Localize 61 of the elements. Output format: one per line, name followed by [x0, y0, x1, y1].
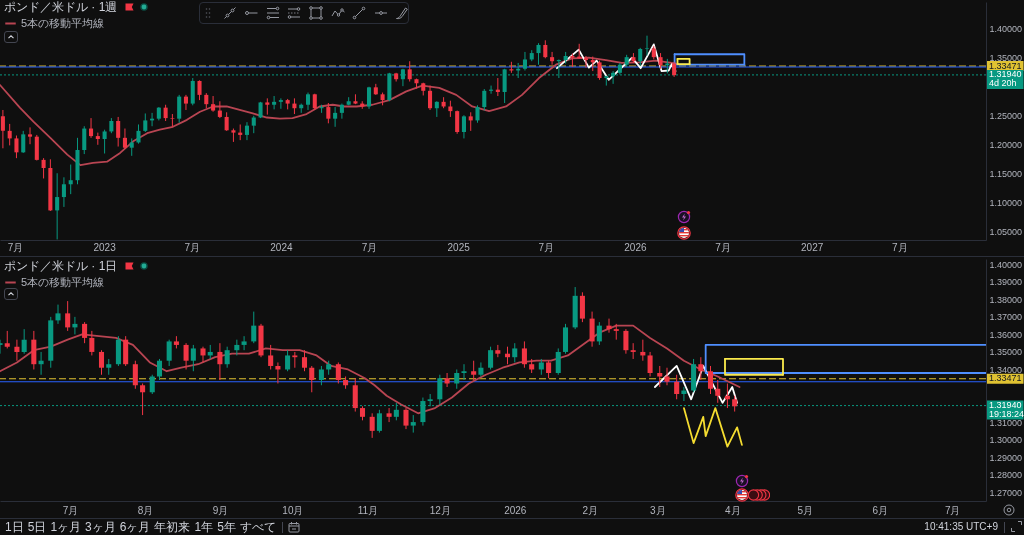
chart-title: ポンド／米ドル · 1週 — [4, 0, 118, 14]
y-tick-label: 1.15000 — [989, 168, 1023, 179]
x-tick-label: 7月 — [538, 241, 555, 253]
x-tick-label: 2月 — [582, 504, 598, 516]
x-tick-label: 2025 — [447, 241, 471, 253]
y-tick-label: 1.37000 — [989, 312, 1023, 323]
y-tick-label: 1.35000 — [989, 347, 1023, 358]
y-tick-label: 1.31000 — [989, 417, 1023, 428]
legend-label: 5本の移動平均線 — [21, 275, 105, 288]
y-tick-label: 1.30000 — [989, 435, 1023, 446]
text: 6ヶ月 — [119, 519, 151, 535]
x-tick-label: 7月 — [62, 504, 79, 516]
y-tick-label: 1.39000 — [989, 277, 1023, 288]
x-tick-label: 2026 — [624, 241, 647, 253]
x-tick-label: 7月 — [715, 241, 731, 253]
text: 5日 — [27, 519, 47, 535]
x-tick-label: 9月 — [212, 504, 229, 516]
x-tick-label: 2023 — [93, 241, 117, 253]
y-tick-label: 1.40000 — [989, 259, 1023, 270]
text: 1日 — [5, 519, 24, 535]
x-tick-label: 4月 — [724, 504, 741, 516]
y-tick-label: 1.34000 — [989, 364, 1023, 375]
x-tick-label: 7月 — [361, 241, 378, 253]
x-tick-label: 7月 — [7, 241, 24, 253]
text: 10:41:35 UTC+9 — [924, 521, 998, 532]
ref-line-label: 1.33471 — [989, 373, 1022, 384]
y-tick-label: 1.29000 — [989, 452, 1023, 463]
x-tick-label: 5月 — [797, 504, 814, 516]
x-tick-label: 8月 — [137, 504, 154, 516]
x-tick-label: 7月 — [892, 241, 908, 253]
ref-line-label: 1.31940 19:18:24 — [989, 400, 1024, 420]
ref-line-label: 1.31940 4d 20h — [989, 69, 1022, 89]
y-tick-label: 1.05000 — [989, 226, 1023, 237]
y-tick-label: 1.35000 — [989, 52, 1023, 63]
x-tick-label: 3月 — [650, 504, 666, 516]
x-tick-label: 2024 — [270, 241, 293, 253]
y-tick-label: 1.36000 — [989, 329, 1023, 340]
x-tick-label: 6月 — [872, 504, 888, 516]
x-tick-label: 7月 — [184, 241, 201, 253]
y-tick-label: 1.28000 — [989, 470, 1023, 481]
text: 1ヶ月 — [50, 519, 82, 535]
text: 年初来 — [154, 519, 191, 535]
x-tick-label: 2027 — [801, 241, 824, 253]
chart-title: ポンド／米ドル · 1日 — [4, 259, 118, 273]
y-tick-label: 1.25000 — [989, 110, 1023, 121]
x-tick-label: 10月 — [282, 504, 304, 516]
x-tick-label: 2026 — [504, 504, 527, 516]
x-tick-label: 11月 — [357, 504, 379, 516]
y-tick-label: 1.40000 — [989, 23, 1023, 34]
x-tick-label: 7月 — [944, 504, 961, 516]
text: 1年 — [194, 519, 214, 535]
y-tick-label: 1.38000 — [989, 294, 1023, 305]
y-tick-label: 1.10000 — [989, 197, 1023, 208]
y-tick-label: 1.27000 — [989, 487, 1023, 498]
text: すべて — [239, 519, 276, 535]
text: 3ヶ月 — [85, 519, 116, 535]
ref-line-label: 1.33471 — [989, 60, 1022, 71]
x-tick-label: 12月 — [429, 504, 451, 516]
y-tick-label: 1.20000 — [989, 139, 1023, 150]
legend-label: 5本の移動平均線 — [21, 16, 105, 29]
text: 5年 — [217, 519, 236, 535]
